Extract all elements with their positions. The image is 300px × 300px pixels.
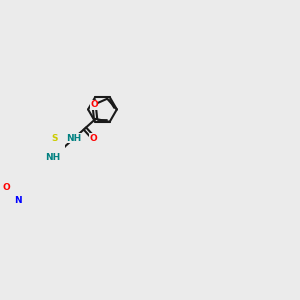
Text: O: O [3, 183, 11, 192]
Text: NH: NH [67, 134, 82, 142]
Text: NH: NH [45, 153, 61, 162]
Text: N: N [14, 196, 22, 205]
Text: S: S [52, 134, 58, 142]
Text: O: O [90, 100, 98, 109]
Text: O: O [90, 134, 98, 142]
